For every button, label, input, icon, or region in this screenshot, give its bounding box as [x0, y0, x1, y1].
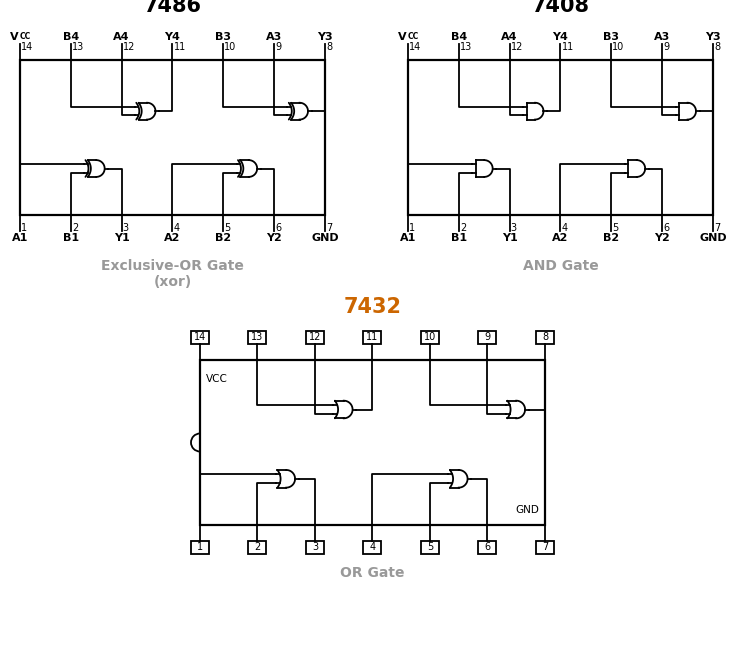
Text: 8: 8	[326, 42, 332, 52]
Text: 10: 10	[613, 42, 625, 52]
Text: 10: 10	[424, 332, 436, 342]
Text: B1: B1	[451, 233, 467, 243]
Text: 6: 6	[663, 223, 669, 233]
Text: 14: 14	[194, 332, 206, 342]
Text: 14: 14	[409, 42, 421, 52]
Text: A2: A2	[552, 233, 568, 243]
Text: 5: 5	[224, 223, 230, 233]
Bar	[536, 331, 554, 344]
Text: 11: 11	[174, 42, 186, 52]
Text: 7486: 7486	[144, 0, 201, 16]
Bar	[364, 331, 381, 344]
Bar	[306, 331, 324, 344]
Text: B2: B2	[604, 233, 619, 243]
Text: CC: CC	[20, 32, 31, 41]
Text: 7432: 7432	[343, 297, 402, 317]
Text: 3: 3	[312, 542, 318, 553]
Bar	[248, 541, 266, 554]
Text: 5: 5	[613, 223, 619, 233]
Text: 9: 9	[663, 42, 669, 52]
Text: Y2: Y2	[654, 233, 670, 243]
Text: VCC: VCC	[206, 374, 228, 384]
Text: 8: 8	[714, 42, 720, 52]
Text: A1: A1	[12, 233, 28, 243]
Text: Y2: Y2	[266, 233, 282, 243]
Text: Y1: Y1	[502, 233, 518, 243]
Text: 12: 12	[309, 332, 321, 342]
Text: 4: 4	[562, 223, 568, 233]
Bar	[248, 331, 266, 344]
Text: 1: 1	[21, 223, 27, 233]
Text: 8: 8	[542, 332, 548, 342]
Text: 13: 13	[251, 332, 263, 342]
Text: A1: A1	[400, 233, 416, 243]
Text: 3: 3	[511, 223, 517, 233]
Bar	[200, 360, 545, 525]
Text: 7: 7	[542, 542, 548, 553]
Bar	[191, 541, 209, 554]
Text: B4: B4	[451, 32, 467, 42]
Bar	[306, 541, 324, 554]
Text: Y4: Y4	[165, 32, 180, 42]
Text: 6: 6	[485, 542, 491, 553]
Text: 12: 12	[511, 42, 523, 52]
Text: B1: B1	[63, 233, 79, 243]
Text: 3: 3	[123, 223, 129, 233]
Bar	[364, 541, 381, 554]
Text: 13: 13	[72, 42, 84, 52]
Text: B2: B2	[215, 233, 231, 243]
Text: V: V	[399, 32, 407, 42]
Text: A2: A2	[165, 233, 181, 243]
Text: 13: 13	[460, 42, 472, 52]
Text: 12: 12	[123, 42, 135, 52]
Text: 10: 10	[224, 42, 236, 52]
Text: 1: 1	[409, 223, 415, 233]
Text: B3: B3	[604, 32, 619, 42]
Bar	[421, 541, 439, 554]
Text: 9: 9	[275, 42, 281, 52]
Bar	[536, 541, 554, 554]
Text: A4: A4	[501, 32, 518, 42]
Text: 11: 11	[367, 332, 378, 342]
Text: Y3: Y3	[317, 32, 333, 42]
Bar	[408, 60, 713, 215]
Text: 2: 2	[72, 223, 78, 233]
Text: A4: A4	[114, 32, 130, 42]
Text: Y3: Y3	[705, 32, 721, 42]
Text: 14: 14	[21, 42, 33, 52]
Text: 7: 7	[714, 223, 720, 233]
Text: 6: 6	[275, 223, 281, 233]
Text: B3: B3	[215, 32, 231, 42]
Text: Y1: Y1	[114, 233, 129, 243]
Text: V: V	[10, 32, 19, 42]
Text: OR Gate: OR Gate	[340, 566, 405, 580]
Text: 1: 1	[197, 542, 203, 553]
Text: 5: 5	[427, 542, 433, 553]
Text: 7408: 7408	[532, 0, 589, 16]
Text: Exclusive-OR Gate
(xor): Exclusive-OR Gate (xor)	[101, 259, 244, 289]
Text: A3: A3	[654, 32, 670, 42]
Text: 9: 9	[485, 332, 491, 342]
Text: 4: 4	[174, 223, 180, 233]
Text: 11: 11	[562, 42, 574, 52]
Bar	[191, 331, 209, 344]
Text: CC: CC	[408, 32, 419, 41]
Text: GND: GND	[699, 233, 727, 243]
Text: GND: GND	[311, 233, 339, 243]
Text: 7: 7	[326, 223, 332, 233]
Text: GND: GND	[515, 505, 539, 515]
Text: A3: A3	[266, 32, 282, 42]
Text: 2: 2	[460, 223, 466, 233]
Bar	[20, 60, 325, 215]
Bar	[421, 331, 439, 344]
Bar	[479, 541, 497, 554]
Text: B4: B4	[63, 32, 79, 42]
Text: AND Gate: AND Gate	[523, 259, 598, 273]
Text: 2: 2	[254, 542, 260, 553]
Bar	[479, 331, 497, 344]
Text: Y4: Y4	[553, 32, 568, 42]
Text: 4: 4	[370, 542, 375, 553]
